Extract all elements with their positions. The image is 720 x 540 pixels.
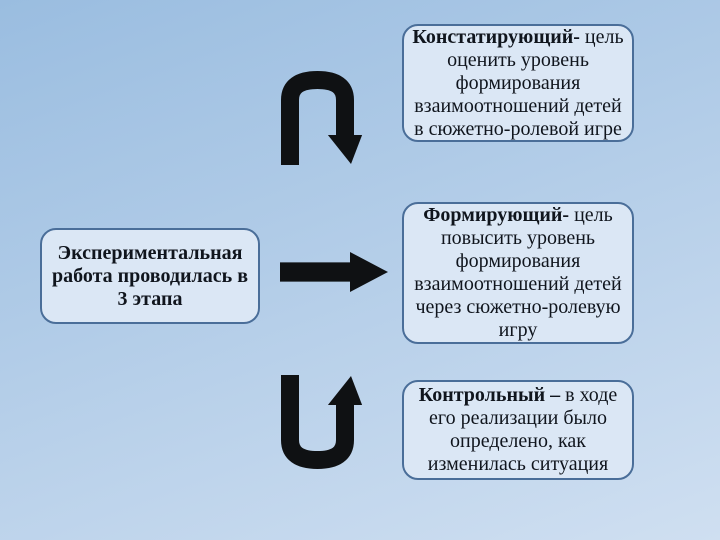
arrow-curve-down [245,345,395,495]
arrow-straight [280,252,388,292]
diagram-root: Экспериментальная работа проводилась в 3… [0,0,720,540]
stage-box-1: Констатирующий- цель оценить уровень фор… [402,24,634,142]
source-box: Экспериментальная работа проводилась в 3… [40,228,260,324]
stage-box-2: Формирующий- цель повысить уровень форми… [402,202,634,344]
stage-box-3: Контрольный – в ходе его реализации было… [402,380,634,480]
arrow-curve-up [245,45,395,195]
